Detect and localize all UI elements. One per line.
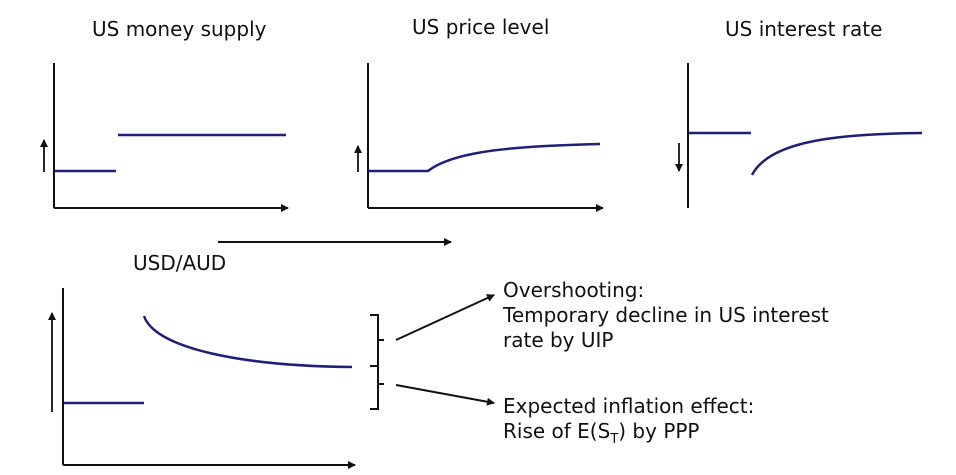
exchange-rate-panel	[48, 288, 356, 469]
overshooting-bracket	[370, 314, 384, 367]
inflation-bracket	[370, 365, 384, 410]
inflation-line-2: Rise of E(ST) by PPP	[503, 419, 754, 448]
overshooting-annotation: Overshooting: Temporary decline in US in…	[503, 278, 829, 353]
inflation-line-2-subscript: T	[610, 432, 619, 447]
inflation-line-2-suffix: ) by PPP	[618, 419, 700, 443]
price-level-panel	[354, 63, 604, 212]
overshooting-line-1: Overshooting:	[503, 278, 645, 302]
price-level-title: US price level	[412, 15, 550, 39]
money-supply-title: US money supply	[92, 17, 267, 41]
inflation-line-2-prefix: Rise of E(S	[503, 419, 611, 443]
inflation-arrow	[395, 384, 495, 406]
inflation-line-1: Expected inflation effect:	[503, 394, 755, 418]
exchange-rate-curve-after	[142, 315, 353, 369]
overshooting-line-3: rate by UIP	[503, 328, 614, 352]
interest-rate-title: US interest rate	[725, 17, 883, 41]
exchange-rate-title: USD/AUD	[133, 251, 227, 275]
price-level-curve	[368, 142, 601, 173]
money-supply-panel	[40, 63, 289, 212]
interest-rate-panel	[675, 63, 923, 208]
interest-rate-curve-after	[750, 131, 923, 176]
inflation-annotation: Expected inflation effect: Rise of E(ST)…	[503, 394, 754, 448]
overshooting-line-2: Temporary decline in US interest	[503, 303, 829, 327]
overshooting-arrow	[395, 294, 495, 341]
